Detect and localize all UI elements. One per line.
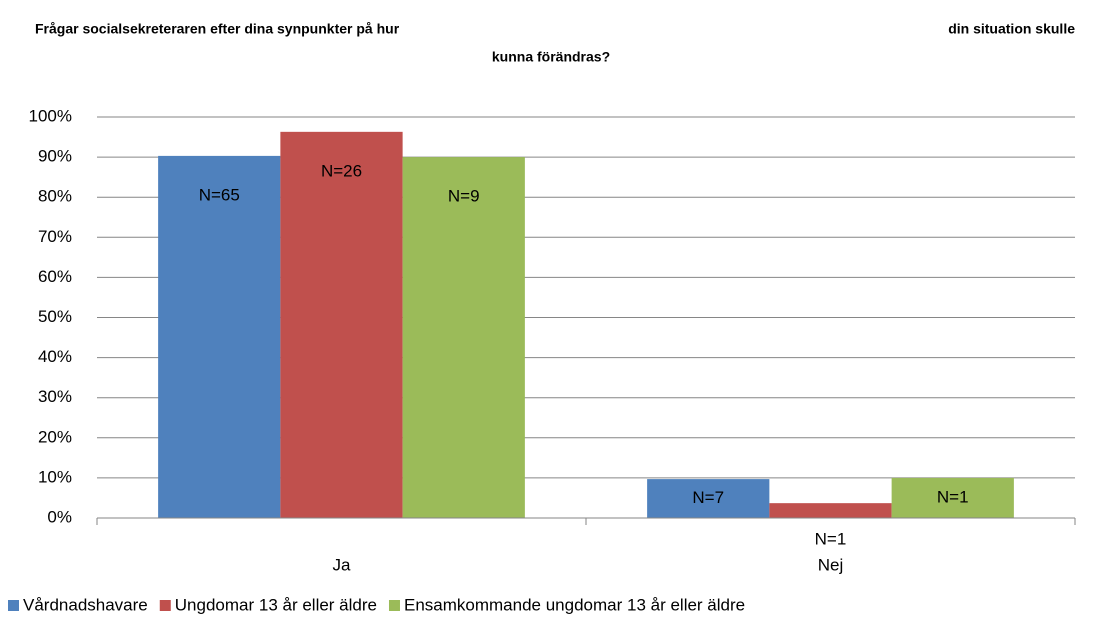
- y-tick-label: 90%: [38, 147, 72, 166]
- y-tick-label: 70%: [38, 227, 72, 246]
- y-tick-label: 40%: [38, 347, 72, 366]
- legend-swatch: [8, 600, 19, 611]
- legend-swatch: [159, 600, 171, 611]
- bar: [647, 479, 770, 518]
- y-tick-label: 60%: [38, 267, 72, 286]
- data-label: N=7: [692, 488, 724, 507]
- bar: [402, 157, 525, 518]
- chart-title: Frågar socialsekreteraren efter dina syn…: [35, 21, 400, 37]
- legend-label: Ungdomar 13 år eller äldre: [175, 595, 377, 614]
- legend-label: Ensamkommande ungdomar 13 år eller äldre: [404, 595, 745, 614]
- data-label: N=65: [199, 185, 240, 204]
- x-tick-label: Nej: [818, 555, 844, 574]
- data-label: N=26: [321, 161, 362, 180]
- legend-label: Vårdnadshavare: [23, 595, 148, 614]
- data-label: N=1: [937, 487, 969, 506]
- y-tick-label: 100%: [29, 106, 72, 125]
- chart-title: din situation skulle: [948, 21, 1075, 37]
- x-tick-label: Ja: [333, 555, 352, 574]
- chart-title: kunna förändras?: [492, 49, 610, 65]
- bar: [891, 477, 1014, 518]
- bar: [769, 503, 892, 518]
- y-tick-label: 30%: [38, 387, 72, 406]
- y-tick-label: 20%: [38, 427, 72, 446]
- y-tick-label: 10%: [38, 467, 72, 486]
- bar: [280, 131, 403, 518]
- y-tick-label: 0%: [47, 507, 72, 526]
- bar: [158, 155, 281, 518]
- legend-swatch: [388, 600, 400, 611]
- y-tick-label: 80%: [38, 187, 72, 206]
- data-label: N=9: [448, 187, 480, 206]
- y-tick-label: 50%: [38, 307, 72, 326]
- data-label: N=1: [815, 529, 847, 548]
